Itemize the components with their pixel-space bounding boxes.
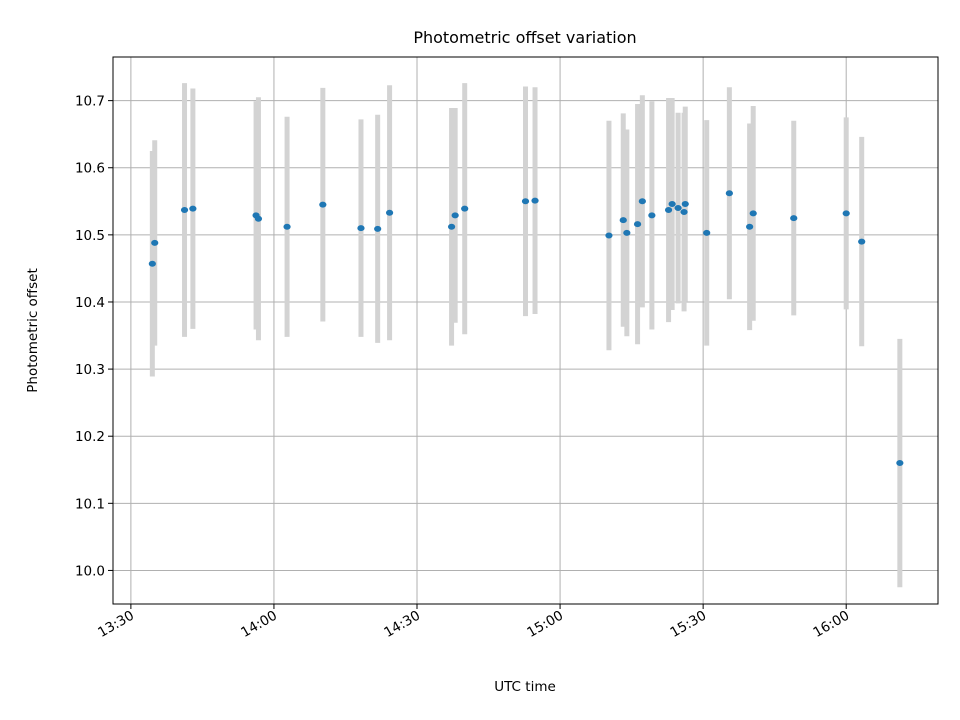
datapoint [531, 197, 539, 204]
datapoint [623, 229, 631, 236]
y-tick-label: 10.5 [75, 228, 105, 244]
datapoint [254, 215, 263, 222]
datapoint [148, 260, 156, 267]
y-axis-label: Photometric offset [25, 268, 41, 392]
datapoint [674, 205, 682, 212]
datapoint [703, 229, 711, 236]
datapoint [842, 210, 850, 217]
datapoint [668, 200, 676, 207]
y-tick-label: 10.2 [75, 429, 105, 445]
datapoint [749, 210, 757, 217]
datapoint [447, 223, 456, 230]
datapoint [681, 200, 689, 207]
datapoint [896, 460, 904, 467]
y-tick-label: 10.4 [75, 295, 105, 311]
datapoint [151, 239, 159, 246]
datapoint [180, 207, 189, 214]
datapoint [605, 232, 613, 239]
y-tick-label: 10.3 [75, 362, 105, 378]
datapoint [374, 225, 382, 232]
datapoint [633, 221, 642, 228]
y-tick-label: 10.1 [75, 496, 105, 512]
datapoint [638, 198, 646, 205]
plot-frame [112, 56, 939, 605]
y-tick-label: 10.0 [75, 563, 105, 579]
datapoint [746, 223, 754, 230]
datapoint [461, 205, 469, 212]
y-tick-label: 10.7 [75, 94, 105, 110]
datapoint [189, 205, 197, 212]
chart-title: Photometric offset variation [413, 28, 636, 47]
datapoint [680, 209, 688, 216]
datapoint [319, 201, 327, 208]
datapoint [619, 217, 627, 224]
datapoint [451, 212, 459, 219]
datapoint [725, 190, 733, 197]
datapoint [385, 209, 394, 216]
datapoint [858, 238, 866, 245]
datapoint [521, 198, 530, 205]
y-tick-label: 10.6 [75, 161, 105, 177]
x-axis-label: UTC time [494, 679, 556, 695]
datapoint [283, 223, 291, 230]
datapoint [664, 207, 673, 214]
datapoint [357, 225, 365, 232]
datapoint [648, 212, 656, 219]
datapoint [790, 215, 798, 222]
datapoint-layer [148, 190, 904, 467]
